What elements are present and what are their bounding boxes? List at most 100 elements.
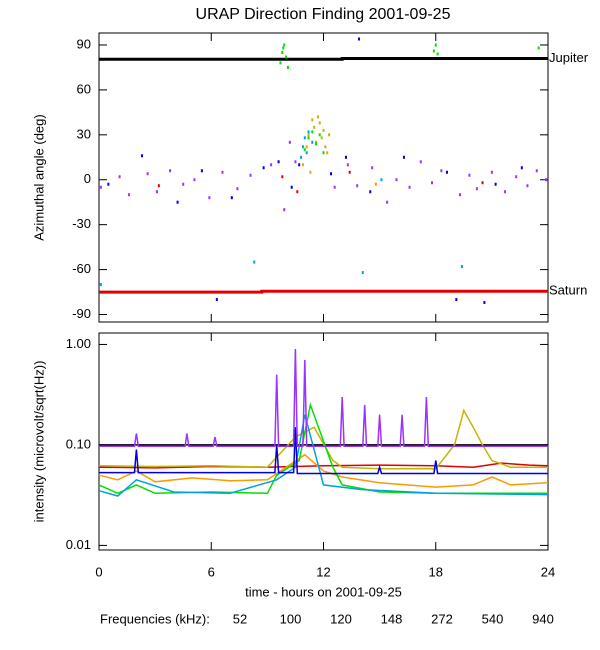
point bbox=[445, 170, 448, 174]
legend-entry: 148 bbox=[381, 611, 403, 626]
point bbox=[301, 145, 304, 149]
x-tick-label: 24 bbox=[541, 564, 555, 579]
point bbox=[328, 133, 331, 137]
y-axis-label: Azimuthal angle (deg) bbox=[31, 114, 46, 240]
point bbox=[127, 193, 130, 197]
point bbox=[309, 170, 312, 174]
point bbox=[296, 190, 299, 194]
point bbox=[303, 148, 306, 152]
point bbox=[281, 175, 284, 179]
reference-line bbox=[99, 289, 548, 294]
y-tick-label: 0.01 bbox=[66, 537, 91, 552]
point bbox=[230, 196, 233, 200]
y-axis-label: intensity (microvolt/sqrt(Hz)) bbox=[31, 361, 46, 523]
series-line bbox=[98, 414, 549, 497]
point bbox=[146, 172, 149, 176]
series-line bbox=[99, 348, 548, 448]
point bbox=[503, 190, 506, 194]
chart-title: URAP Direction Finding 2001-09-25 bbox=[196, 6, 451, 23]
point bbox=[300, 155, 303, 159]
y-tick-label: 60 bbox=[77, 81, 91, 96]
point bbox=[408, 185, 411, 189]
point bbox=[107, 182, 110, 186]
series-line bbox=[98, 462, 549, 469]
point bbox=[315, 142, 318, 146]
point bbox=[494, 182, 497, 186]
point bbox=[386, 200, 389, 204]
legend-entry: 52 bbox=[233, 611, 247, 626]
point bbox=[358, 37, 361, 41]
point bbox=[282, 46, 285, 50]
point bbox=[436, 52, 439, 56]
point bbox=[303, 136, 306, 140]
point bbox=[208, 196, 211, 200]
point bbox=[169, 169, 172, 173]
point bbox=[329, 172, 332, 176]
point bbox=[440, 169, 443, 173]
point bbox=[395, 178, 398, 182]
point bbox=[374, 182, 377, 186]
reference-line bbox=[99, 57, 548, 61]
point bbox=[307, 136, 310, 140]
point bbox=[157, 184, 160, 188]
y-tick-label: -30 bbox=[72, 216, 91, 231]
point bbox=[253, 260, 256, 264]
point bbox=[281, 50, 284, 54]
point bbox=[307, 133, 310, 137]
point bbox=[324, 145, 327, 149]
point bbox=[311, 130, 314, 134]
point bbox=[141, 154, 144, 158]
point bbox=[294, 160, 297, 164]
point bbox=[468, 173, 471, 177]
legend-entry: 120 bbox=[330, 611, 352, 626]
point bbox=[402, 155, 405, 159]
point bbox=[371, 166, 374, 170]
point bbox=[481, 181, 484, 185]
point bbox=[333, 185, 336, 189]
point bbox=[279, 61, 282, 65]
legend-entry: 272 bbox=[431, 611, 453, 626]
point bbox=[311, 140, 314, 144]
point bbox=[221, 170, 224, 174]
point bbox=[236, 187, 239, 191]
point bbox=[320, 136, 323, 140]
point bbox=[344, 155, 347, 159]
x-tick-label: 0 bbox=[95, 564, 102, 579]
point bbox=[520, 166, 523, 170]
point bbox=[369, 190, 372, 194]
reference-line-label: Jupiter bbox=[549, 50, 589, 65]
point bbox=[290, 185, 293, 189]
series-line bbox=[98, 453, 549, 488]
point bbox=[545, 178, 548, 182]
point bbox=[475, 187, 478, 191]
x-tick-label: 6 bbox=[208, 564, 215, 579]
legend-title: Frequencies (kHz): bbox=[100, 611, 210, 626]
y-tick-label: 1.00 bbox=[66, 336, 91, 351]
x-tick-label: 12 bbox=[316, 564, 330, 579]
point bbox=[326, 151, 329, 155]
y-tick-label: 90 bbox=[77, 36, 91, 51]
x-axis-label: time - hours on 2001-09-25 bbox=[245, 584, 402, 599]
point bbox=[249, 173, 252, 177]
point bbox=[526, 184, 529, 188]
point bbox=[283, 208, 286, 212]
point bbox=[515, 175, 518, 179]
point bbox=[285, 55, 288, 59]
y-tick-label: 30 bbox=[77, 126, 91, 141]
point bbox=[305, 145, 308, 149]
point bbox=[380, 178, 383, 182]
point bbox=[99, 283, 102, 287]
point bbox=[419, 160, 422, 164]
point bbox=[301, 163, 304, 167]
point bbox=[288, 140, 291, 144]
point bbox=[459, 193, 462, 197]
point bbox=[313, 125, 316, 129]
plot-frame bbox=[98, 32, 549, 323]
point bbox=[483, 301, 486, 305]
y-tick-label: 0.10 bbox=[66, 436, 91, 451]
y-tick-label: -90 bbox=[72, 306, 91, 321]
point bbox=[311, 118, 314, 122]
series-line bbox=[99, 427, 548, 475]
point bbox=[283, 43, 286, 47]
